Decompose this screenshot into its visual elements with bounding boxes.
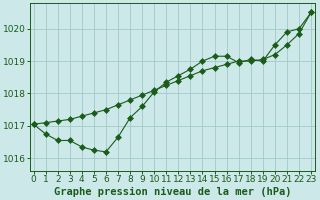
X-axis label: Graphe pression niveau de la mer (hPa): Graphe pression niveau de la mer (hPa) xyxy=(53,187,291,197)
